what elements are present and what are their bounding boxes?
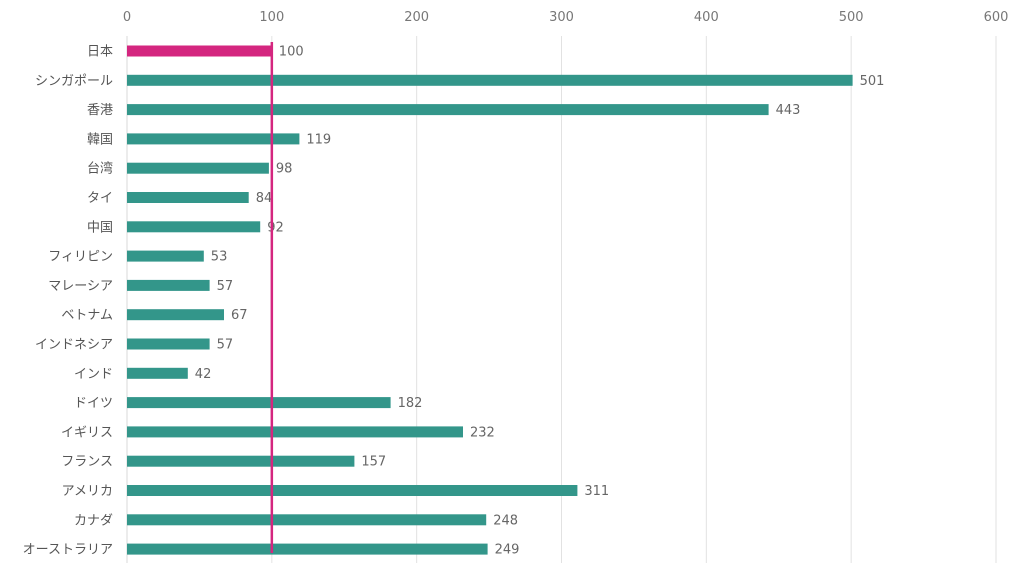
data-label: 42: [195, 367, 212, 382]
bar-18: [127, 543, 488, 555]
category-label: イギリス: [61, 425, 113, 440]
data-label: 98: [276, 162, 293, 177]
category-label: シンガポール: [35, 74, 113, 89]
bar-series: [127, 45, 853, 555]
data-label: 57: [217, 279, 234, 294]
x-tick-label: 400: [694, 10, 719, 25]
category-label: マレーシア: [48, 279, 113, 294]
bar-7: [127, 221, 261, 233]
x-tick-label: 0: [123, 10, 131, 25]
data-label: 232: [470, 425, 495, 440]
category-axis: 日本 100 シンガポール 501 香港 443 韓国 119 台湾 98 タイ 84 中国 92 フィリピ…: [23, 45, 885, 558]
x-tick-label: 200: [404, 10, 429, 25]
data-label: 248: [493, 513, 518, 528]
category-label: ドイツ: [74, 396, 113, 411]
category-label: インドネシア: [35, 338, 113, 353]
category-label: カナダ: [74, 513, 113, 528]
bar-16: [127, 485, 578, 496]
category-label: フランス: [61, 455, 113, 470]
category-label: フィリピン: [48, 250, 113, 265]
category-label: 日本: [87, 45, 113, 60]
bar-17: [127, 514, 487, 526]
bar-12: [127, 367, 188, 379]
category-label: アメリカ: [62, 484, 113, 499]
data-label: 92: [267, 220, 284, 235]
bar-9: [127, 279, 210, 291]
x-tick-label: 600: [984, 10, 1009, 25]
x-tick-label: 100: [259, 10, 284, 25]
bar-1: [127, 45, 272, 57]
data-label: 311: [584, 484, 609, 499]
category-label: 中国: [87, 220, 113, 235]
data-label: 67: [231, 308, 248, 323]
x-tick-label: 300: [549, 10, 574, 25]
data-label: 157: [361, 455, 386, 470]
x-axis: 0 100 200 300 400 500 600: [123, 10, 1009, 25]
bar-10: [127, 309, 224, 321]
category-label: オーストラリア: [23, 543, 113, 558]
bar-15: [127, 455, 355, 467]
data-label: 100: [279, 45, 304, 60]
category-label: タイ: [87, 191, 113, 206]
bar-2: [127, 74, 853, 86]
bar-13: [127, 397, 391, 409]
bar-11: [127, 338, 210, 350]
category-label: 香港: [87, 103, 113, 118]
data-label: 119: [306, 132, 331, 147]
data-label: 53: [211, 250, 228, 265]
data-label: 182: [398, 396, 423, 411]
x-tick-label: 500: [839, 10, 864, 25]
data-label: 443: [776, 103, 801, 118]
bar-4: [127, 133, 300, 145]
bar-8: [127, 250, 204, 262]
bar-6: [127, 192, 249, 203]
category-label: ベトナム: [61, 308, 113, 323]
category-label: 台湾: [87, 161, 113, 177]
category-label: 韓国: [87, 132, 113, 147]
bar-3: [127, 104, 769, 116]
data-label: 84: [256, 191, 273, 206]
data-label: 501: [860, 74, 885, 89]
bar-5: [127, 162, 269, 174]
data-label: 249: [495, 543, 520, 558]
data-label: 57: [217, 338, 234, 353]
category-label: インド: [74, 367, 113, 382]
bar-14: [127, 426, 463, 438]
